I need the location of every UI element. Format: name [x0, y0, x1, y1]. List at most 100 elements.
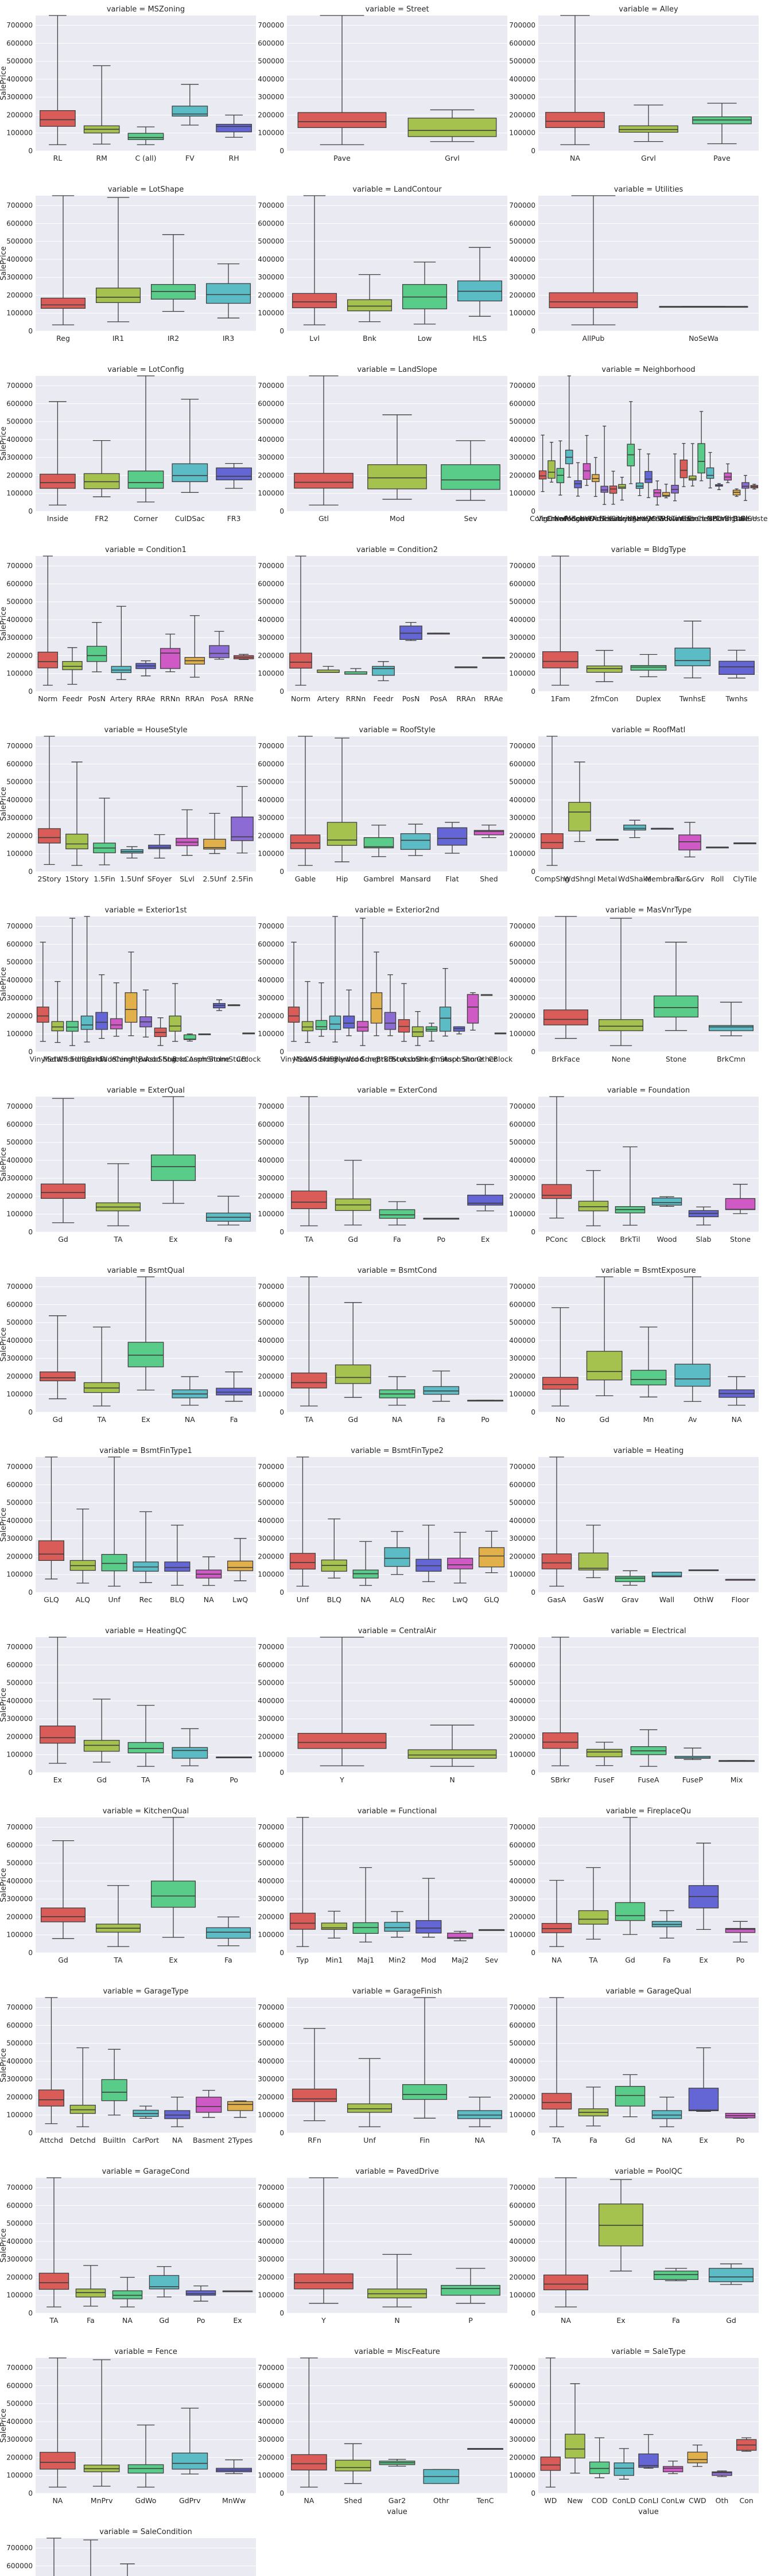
box-RRAn: RRAn	[184, 615, 205, 703]
x-tick-label: NA	[570, 154, 580, 162]
facet-title: variable = Street	[365, 5, 429, 14]
x-tick-label: BrkFace	[88, 1055, 116, 1063]
box-iqr	[321, 1922, 347, 1930]
box-LwQ: LwQ	[227, 1538, 254, 1604]
facet-GarageCond: 0 100000 200000 300000 400000 500000 600000 700…	[0, 2167, 256, 2325]
y-tick-label: 600000	[509, 2381, 535, 2389]
box-PConc: PConc	[541, 1096, 572, 1244]
box-iqr	[618, 484, 626, 489]
facet-title: variable = PavedDrive	[355, 2167, 438, 2176]
box-Norm: Norm	[37, 555, 59, 703]
y-tick-label: 400000	[6, 1517, 33, 1525]
box-Feedr: Feedr	[62, 647, 83, 703]
box-Fa: Fa	[172, 1728, 208, 1784]
box-CBlock: CBlock	[488, 1032, 513, 1063]
x-tick-label: AsphShn	[189, 1055, 220, 1063]
x-tick-label: WdShing	[100, 1055, 132, 1063]
x-tick-label: Wd Sdng	[347, 1055, 379, 1063]
y-tick-label: 0	[531, 2129, 535, 2137]
y-tick-label: 500000	[6, 1679, 33, 1687]
y-tick-label: 200000	[509, 2453, 535, 2461]
box-iqr	[473, 830, 504, 836]
x-tick-label: Edwards	[660, 514, 690, 523]
x-tick-label: Shed	[480, 875, 498, 883]
y-tick-label: 400000	[258, 1336, 284, 1345]
box-iqr	[547, 460, 556, 479]
y-tick-label: 0	[279, 868, 284, 876]
box-N: N	[407, 1724, 497, 1784]
box-iqr	[172, 1747, 208, 1759]
x-tick-label: Other	[476, 1055, 497, 1063]
box-2Story: 2Story	[38, 736, 61, 883]
box-CBlock: CBlock	[578, 1170, 609, 1244]
box-iqr	[674, 1363, 711, 1387]
box-Gable: Gable	[290, 736, 321, 883]
y-tick-label: 100000	[258, 129, 284, 137]
y-tick-label: 400000	[509, 2237, 535, 2245]
box-Sev: Sev	[478, 1929, 505, 1964]
box-Unf: Unf	[347, 2058, 393, 2144]
facet-Condition1: 0 100000 200000 300000 400000 500000 600000 700…	[0, 546, 256, 703]
x-tick-label: 2.5Fin	[231, 875, 253, 883]
x-tick-label: Artery	[317, 694, 340, 703]
y-tick-label: 100000	[6, 1751, 33, 1759]
box-iqr	[172, 2453, 208, 2470]
facet-title: variable = GarageFinish	[352, 1987, 442, 1996]
box-Hip: Hip	[327, 737, 358, 883]
box-iqr	[227, 2101, 254, 2111]
y-axis-label: SalePrice	[0, 2228, 8, 2263]
y-tick-label: 500000	[6, 1139, 33, 1147]
y-tick-label: 500000	[6, 1859, 33, 1867]
box-iqr	[164, 1561, 191, 1572]
x-tick-label: Veenker	[537, 514, 566, 523]
x-tick-label: StoneBr	[687, 514, 716, 523]
box-iqr	[150, 1154, 196, 1181]
facet-title: variable = MasVnrType	[605, 906, 692, 915]
y-tick-label: 700000	[258, 742, 284, 750]
y-tick-label: 700000	[509, 201, 535, 209]
box-iqr	[289, 652, 312, 669]
y-tick-label: 300000	[509, 1174, 535, 1182]
y-tick-label: 400000	[6, 2237, 33, 2245]
x-tick-label: Fa	[224, 1956, 232, 1964]
box-iqr	[638, 2453, 659, 2468]
box-BLQ: BLQ	[164, 1525, 191, 1604]
y-tick-label: 700000	[509, 1823, 535, 1831]
x-tick-label: BrkSide	[600, 514, 627, 523]
y-tick-label: 200000	[509, 832, 535, 840]
y-tick-label: 700000	[509, 1643, 535, 1651]
box-iqr	[65, 833, 88, 849]
x-tick-label: MeadowV	[648, 514, 683, 523]
x-tick-label: Po	[197, 2316, 205, 2325]
x-tick-label: C (all)	[135, 154, 156, 162]
x-tick-label: BrkFace	[376, 1055, 405, 1063]
y-tick-label: 100000	[6, 670, 33, 678]
x-tick-label: Fa	[672, 2316, 680, 2325]
box-TA: TA	[95, 1885, 141, 1964]
box-SBrkr: SBrkr	[542, 1637, 578, 1784]
y-tick-label: 100000	[258, 850, 284, 858]
y-tick-label: 400000	[258, 2418, 284, 2426]
box-FV: FV	[172, 84, 208, 162]
box-Stone: Stone	[463, 992, 483, 1063]
box-iqr	[185, 2290, 216, 2296]
x-tick-label: NA	[185, 1415, 195, 1424]
box-NPkVill: NPkVill	[706, 483, 731, 523]
y-tick-label: 0	[279, 327, 284, 335]
y-tick-label: 0	[279, 507, 284, 515]
box-ClearCr: ClearCr	[697, 452, 724, 523]
box-RRAe: RRAe	[135, 660, 156, 703]
box-Grvl: Grvl	[619, 104, 678, 162]
x-tick-label: BrkComm	[172, 1055, 208, 1063]
x-tick-label: CWD	[689, 2496, 706, 2505]
x-tick-label: Unf	[297, 1595, 309, 1604]
box-Po: Po	[423, 1218, 460, 1244]
x-tick-label: Hip	[336, 875, 348, 883]
facet-title: variable = Condition2	[356, 546, 438, 554]
facet-title: variable = BsmtCond	[358, 1266, 437, 1275]
y-tick-label: 0	[531, 868, 535, 876]
x-tick-label: Oth	[716, 2496, 729, 2505]
box-iqr	[407, 118, 497, 137]
y-tick-label: 400000	[258, 1156, 284, 1164]
y-tick-label: 500000	[258, 238, 284, 246]
